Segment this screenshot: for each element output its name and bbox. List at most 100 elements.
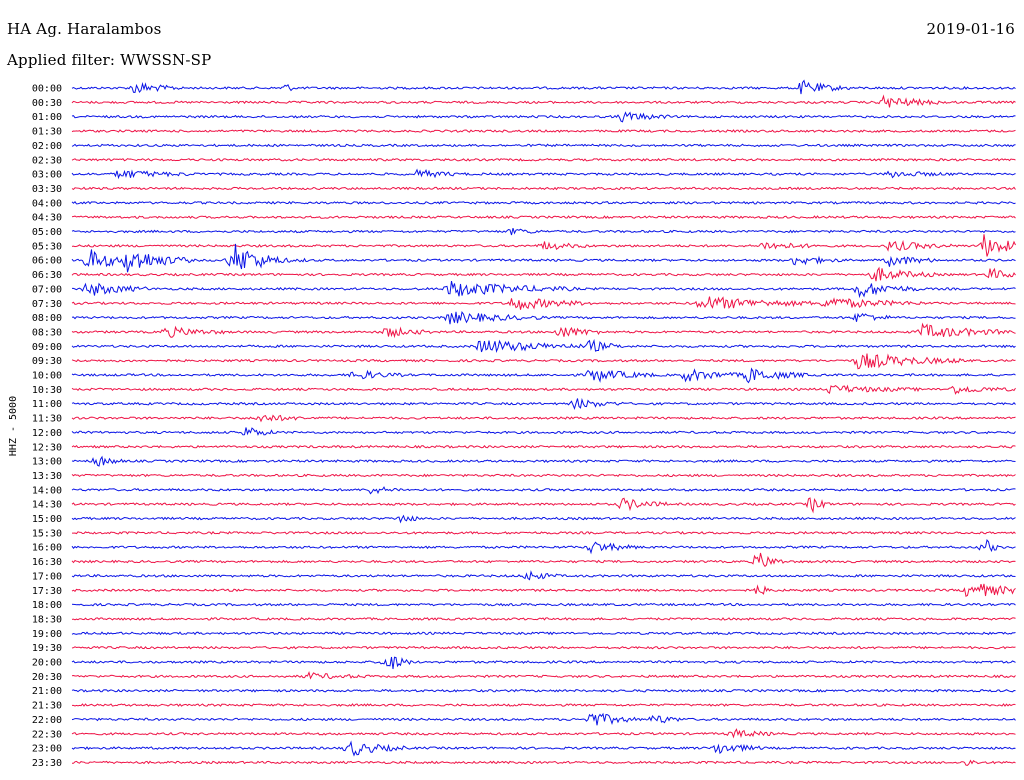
trace-row-2130 bbox=[72, 703, 1016, 707]
row-label-group: 00:00 00:30 01:00 01:30 02:00 02:30 03:00 03:30… bbox=[32, 84, 62, 769]
trace-row-2330 bbox=[72, 759, 1016, 766]
row-time-label: 03:30 bbox=[32, 184, 62, 195]
row-time-label: 14:00 bbox=[32, 485, 62, 496]
row-time-label: 01:30 bbox=[32, 127, 62, 138]
row-time-label: 20:00 bbox=[32, 658, 62, 669]
row-time-label: 12:30 bbox=[32, 442, 62, 453]
trace-row-0300 bbox=[71, 168, 1016, 180]
trace-row-1030 bbox=[71, 384, 1016, 395]
trace-row-0200 bbox=[71, 143, 1016, 148]
trace-row-1930 bbox=[71, 645, 1016, 650]
row-time-label: 18:00 bbox=[32, 600, 62, 611]
row-time-label: 17:30 bbox=[32, 586, 62, 597]
filter-label: Applied filter: WWSSN-SP bbox=[7, 51, 212, 69]
trace-row-1100 bbox=[71, 397, 1016, 411]
trace-row-1730 bbox=[71, 583, 1016, 597]
trace-row-0800 bbox=[71, 311, 1016, 325]
row-time-label: 07:00 bbox=[32, 284, 62, 295]
trace-row-0100 bbox=[71, 111, 1016, 123]
row-time-label: 18:30 bbox=[32, 614, 62, 625]
trace-row-1600 bbox=[71, 539, 1016, 555]
row-time-label: 19:00 bbox=[32, 629, 62, 640]
trace-row-1700 bbox=[71, 570, 1016, 581]
row-time-label: 20:30 bbox=[32, 672, 62, 683]
row-time-label: 00:00 bbox=[32, 84, 62, 95]
trace-row-0600 bbox=[71, 243, 1016, 273]
row-time-label: 11:00 bbox=[32, 399, 62, 410]
header: HA Ag. Haralambos 2019-01-16 Applied fil… bbox=[0, 0, 1024, 76]
row-time-label: 22:00 bbox=[32, 715, 62, 726]
row-time-label: 21:30 bbox=[32, 701, 62, 712]
row-time-label: 19:30 bbox=[32, 643, 62, 654]
trace-row-1230 bbox=[71, 444, 1016, 449]
trace-row-2300 bbox=[71, 740, 1016, 757]
station-title: HA Ag. Haralambos bbox=[7, 20, 162, 38]
trace-row-0230 bbox=[71, 157, 1016, 162]
row-time-label: 13:00 bbox=[32, 457, 62, 468]
trace-row-1000 bbox=[71, 367, 1016, 384]
trace-row-1630 bbox=[71, 552, 1016, 568]
trace-row-1900 bbox=[71, 631, 1016, 636]
row-time-label: 11:30 bbox=[32, 414, 62, 425]
row-time-label: 13:30 bbox=[32, 471, 62, 482]
row-time-label: 08:30 bbox=[32, 327, 62, 338]
row-time-label: 06:30 bbox=[32, 270, 62, 281]
date-label: 2019-01-16 bbox=[926, 20, 1015, 38]
trace-row-2200 bbox=[71, 712, 1016, 726]
trace-row-0430 bbox=[71, 215, 1016, 220]
trace-row-0900 bbox=[71, 338, 1016, 353]
trace-row-0930 bbox=[71, 353, 1016, 370]
row-time-label: 02:00 bbox=[32, 141, 62, 152]
row-time-label: 07:30 bbox=[32, 299, 62, 310]
row-time-label: 04:00 bbox=[32, 198, 62, 209]
trace-row-0500 bbox=[71, 227, 1016, 236]
trace-row-2000 bbox=[71, 656, 1016, 670]
row-time-label: 10:30 bbox=[32, 385, 62, 396]
row-time-label: 14:30 bbox=[32, 500, 62, 511]
trace-row-0400 bbox=[71, 200, 1016, 205]
trace-row-1330 bbox=[71, 473, 1016, 478]
row-time-label: 17:00 bbox=[32, 571, 62, 582]
trace-row-1530 bbox=[72, 530, 1016, 535]
trace-row-2230 bbox=[71, 728, 1016, 739]
row-time-label: 09:30 bbox=[32, 356, 62, 367]
row-time-label: 09:00 bbox=[32, 342, 62, 353]
row-time-label: 15:30 bbox=[32, 528, 62, 539]
trace-row-0030 bbox=[71, 94, 1016, 108]
row-time-label: 01:00 bbox=[32, 112, 62, 123]
row-time-label: 12:00 bbox=[32, 428, 62, 439]
row-time-label: 16:00 bbox=[32, 543, 62, 554]
row-time-label: 16:30 bbox=[32, 557, 62, 568]
trace-row-1430 bbox=[71, 497, 1016, 514]
trace-row-0130 bbox=[71, 129, 1016, 133]
row-time-label: 15:00 bbox=[32, 514, 62, 525]
trace-row-0530 bbox=[71, 234, 1016, 257]
row-time-label: 23:30 bbox=[32, 758, 62, 769]
row-time-label: 10:00 bbox=[32, 371, 62, 382]
row-time-label: 08:00 bbox=[32, 313, 62, 324]
row-time-label: 06:00 bbox=[32, 256, 62, 267]
trace-row-2030 bbox=[71, 670, 1016, 680]
row-time-label: 04:30 bbox=[32, 213, 62, 224]
trace-row-1200 bbox=[71, 427, 1016, 436]
trace-row-0830 bbox=[71, 322, 1016, 339]
row-time-label: 00:30 bbox=[32, 98, 62, 109]
trace-row-1130 bbox=[71, 414, 1016, 423]
trace-row-0330 bbox=[71, 186, 1016, 191]
row-time-label: 23:00 bbox=[32, 744, 62, 755]
trace-row-1800 bbox=[71, 602, 1016, 607]
y-axis-label: HHZ - 5000 bbox=[8, 396, 19, 456]
trace-row-1830 bbox=[71, 617, 1016, 621]
trace-row-1500 bbox=[71, 514, 1016, 524]
trace-row-0000 bbox=[71, 79, 1016, 95]
row-time-label: 21:00 bbox=[32, 686, 62, 697]
row-time-label: 05:30 bbox=[32, 241, 62, 252]
trace-row-0630 bbox=[71, 266, 1016, 282]
trace-row-1300 bbox=[71, 455, 1016, 467]
trace-row-1400 bbox=[71, 486, 1016, 495]
trace-row-0700 bbox=[72, 280, 1016, 299]
row-time-label: 05:00 bbox=[32, 227, 62, 238]
row-time-label: 02:30 bbox=[32, 155, 62, 166]
trace-group bbox=[71, 79, 1016, 766]
